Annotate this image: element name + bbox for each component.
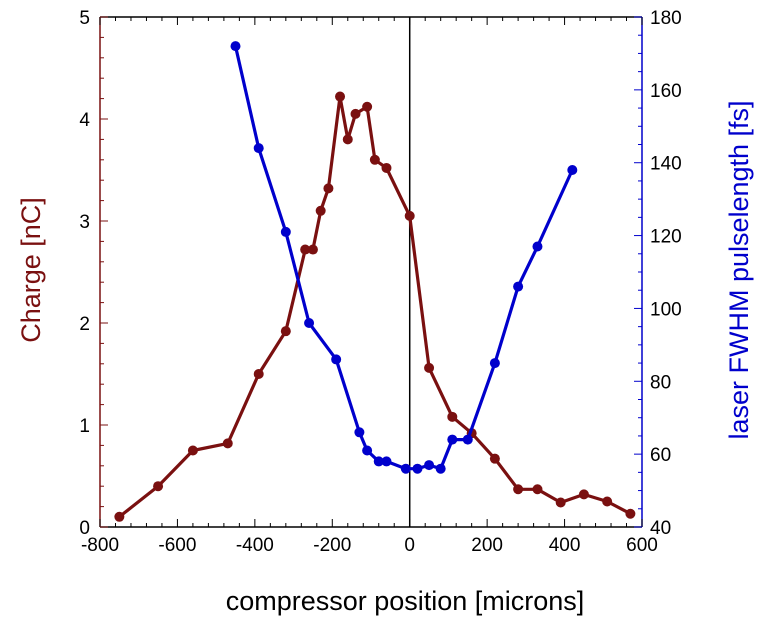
left-y-tick-label: 4 <box>79 110 90 131</box>
data-point <box>153 481 164 492</box>
data-point <box>489 358 500 369</box>
x-tick-label: 200 <box>471 535 503 556</box>
right-y-tick-label: 160 <box>650 81 682 102</box>
data-point <box>300 244 311 255</box>
left-y-tick-label: 1 <box>79 416 90 437</box>
data-point <box>335 91 346 102</box>
data-point <box>625 508 636 519</box>
data-point <box>253 143 264 154</box>
right-y-tick-label: 40 <box>650 518 671 539</box>
data-point <box>435 463 446 474</box>
x-tick-label: 600 <box>626 535 658 556</box>
right-y-tick-label: 60 <box>650 445 671 466</box>
x-tick-label: 400 <box>549 535 581 556</box>
series-line <box>233 45 574 471</box>
data-point <box>362 445 373 456</box>
data-point <box>532 241 543 252</box>
data-point <box>578 489 589 500</box>
data-point <box>513 281 524 292</box>
right-y-tick-label: 80 <box>650 372 671 393</box>
data-point <box>354 427 365 438</box>
right-y-tick-label: 100 <box>650 299 682 320</box>
data-point <box>400 463 411 474</box>
data-point <box>315 205 326 216</box>
x-tick-label: -800 <box>81 535 119 556</box>
data-point <box>532 484 543 495</box>
data-point <box>369 154 380 165</box>
data-point <box>350 108 361 119</box>
x-axis-title: compressor position [microns] <box>226 586 585 616</box>
x-tick-label: -200 <box>313 535 351 556</box>
data-point <box>424 460 435 471</box>
data-point <box>489 453 500 464</box>
data-point <box>567 165 578 175</box>
data-point <box>304 318 315 328</box>
right-y-tick-label: 120 <box>650 227 682 248</box>
data-point <box>230 41 241 52</box>
data-point <box>424 362 435 373</box>
plot-frame <box>99 16 643 528</box>
right-y-axis-title: laser FWHM pulselength [fs] <box>724 100 754 439</box>
data-point <box>307 244 318 255</box>
x-tick-label: -600 <box>158 535 196 556</box>
data-point <box>373 456 384 467</box>
left-y-tick-label: 0 <box>79 518 90 539</box>
data-point <box>462 434 473 445</box>
data-point <box>253 369 264 379</box>
right-y-tick-label: 180 <box>650 8 682 29</box>
left-y-tick-label: 3 <box>79 212 90 233</box>
x-tick-label: -400 <box>236 535 274 556</box>
data-point <box>602 496 613 507</box>
data-point <box>381 456 392 467</box>
left-y-axis-title: Charge [nC] <box>16 197 46 343</box>
data-point <box>447 434 458 445</box>
data-point <box>362 101 373 112</box>
series <box>114 41 636 522</box>
data-point <box>331 354 342 365</box>
charge-series <box>114 91 636 522</box>
data-point <box>404 210 415 221</box>
data-point <box>513 484 524 495</box>
data-point <box>114 511 125 522</box>
data-point <box>447 411 458 422</box>
data-point <box>342 134 353 145</box>
data-point <box>280 226 291 237</box>
left-y-tick-label: 2 <box>79 314 90 335</box>
pulselength-series <box>230 41 578 474</box>
axis-ticks <box>99 16 643 528</box>
data-point <box>412 463 423 474</box>
data-point <box>280 326 291 337</box>
x-tick-label: 0 <box>404 535 415 556</box>
data-point <box>222 438 233 449</box>
left-y-tick-label: 5 <box>79 8 90 29</box>
data-point <box>555 497 566 508</box>
tick-labels: -800 -600 -400 -200 0 200 400 600 0 1 2 3 4 5 40 60 80 10… <box>79 8 681 556</box>
data-point <box>187 445 198 456</box>
right-y-tick-label: 140 <box>650 154 682 175</box>
data-point <box>323 183 334 194</box>
data-point <box>381 162 392 173</box>
